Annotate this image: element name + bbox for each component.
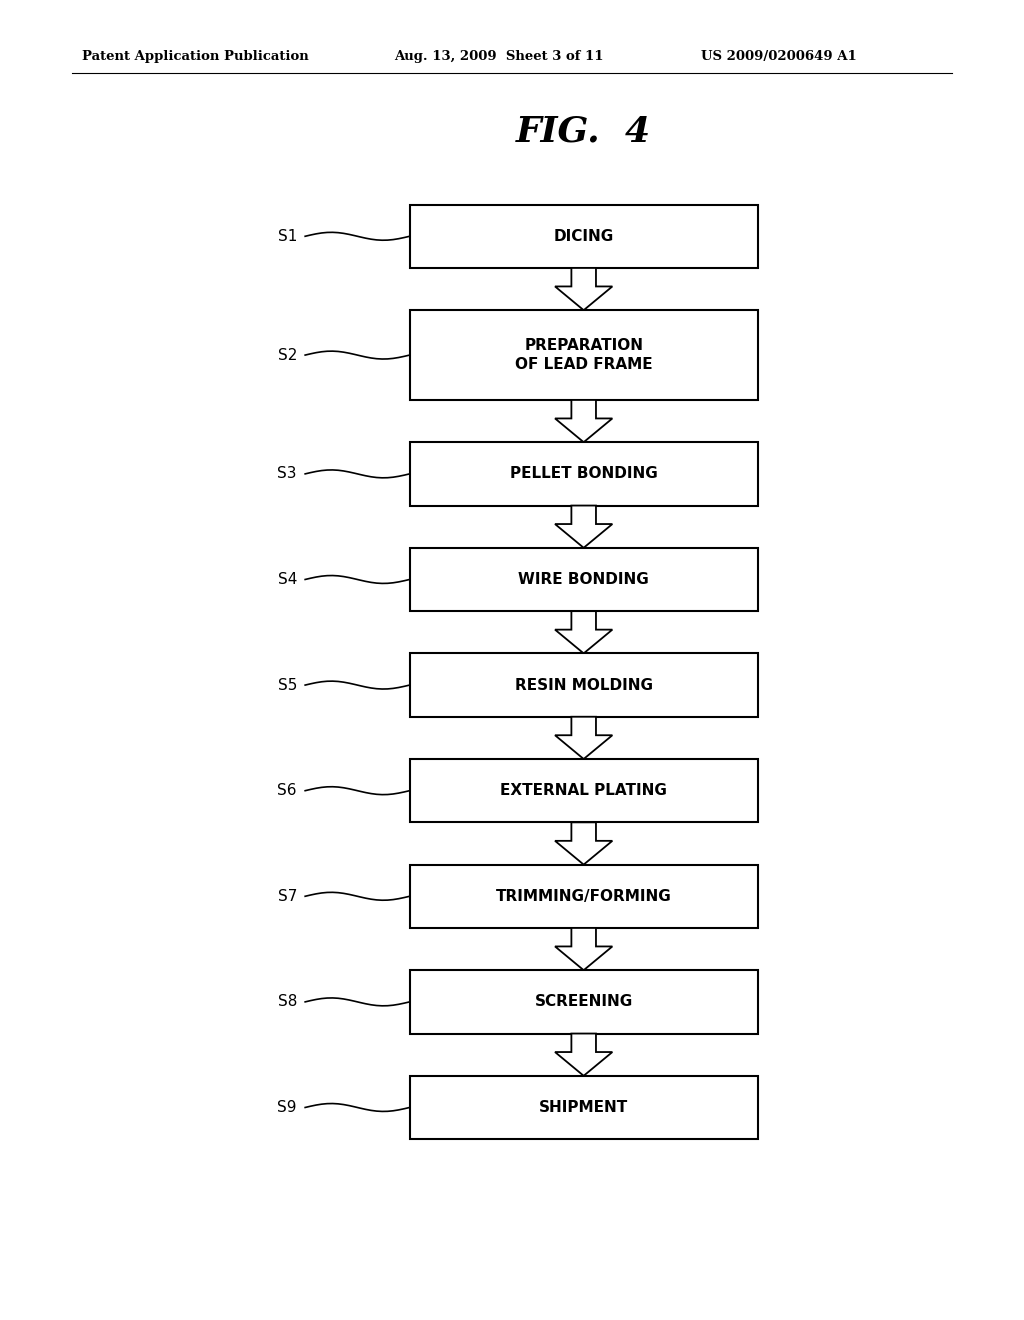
Bar [410, 653, 758, 717]
Bar [410, 310, 758, 400]
Text: SCREENING: SCREENING [535, 994, 633, 1010]
Text: S6: S6 [278, 783, 297, 799]
Bar [410, 865, 758, 928]
Text: TRIMMING/FORMING: TRIMMING/FORMING [496, 888, 672, 904]
Text: S1: S1 [278, 228, 297, 244]
Polygon shape [555, 268, 612, 310]
Polygon shape [555, 1034, 612, 1076]
Bar [410, 205, 758, 268]
Bar [410, 970, 758, 1034]
Text: PREPARATION
OF LEAD FRAME: PREPARATION OF LEAD FRAME [515, 338, 652, 372]
Text: US 2009/0200649 A1: US 2009/0200649 A1 [701, 50, 857, 63]
Text: Patent Application Publication: Patent Application Publication [82, 50, 308, 63]
Text: PELLET BONDING: PELLET BONDING [510, 466, 657, 482]
Bar [410, 442, 758, 506]
Polygon shape [555, 400, 612, 442]
Text: S7: S7 [278, 888, 297, 904]
Text: S8: S8 [278, 994, 297, 1010]
Text: DICING: DICING [554, 228, 613, 244]
Text: S2: S2 [278, 347, 297, 363]
Text: S9: S9 [278, 1100, 297, 1115]
Text: EXTERNAL PLATING: EXTERNAL PLATING [501, 783, 667, 799]
Bar [410, 1076, 758, 1139]
Polygon shape [555, 717, 612, 759]
Text: SHIPMENT: SHIPMENT [539, 1100, 629, 1115]
Polygon shape [555, 611, 612, 653]
Polygon shape [555, 506, 612, 548]
Text: S4: S4 [278, 572, 297, 587]
Polygon shape [555, 822, 612, 865]
Text: S3: S3 [278, 466, 297, 482]
Text: RESIN MOLDING: RESIN MOLDING [515, 677, 652, 693]
Text: FIG.  4: FIG. 4 [516, 115, 651, 149]
Bar [410, 759, 758, 822]
Text: WIRE BONDING: WIRE BONDING [518, 572, 649, 587]
Text: Aug. 13, 2009  Sheet 3 of 11: Aug. 13, 2009 Sheet 3 of 11 [394, 50, 604, 63]
Polygon shape [555, 928, 612, 970]
Bar [410, 548, 758, 611]
Text: S5: S5 [278, 677, 297, 693]
